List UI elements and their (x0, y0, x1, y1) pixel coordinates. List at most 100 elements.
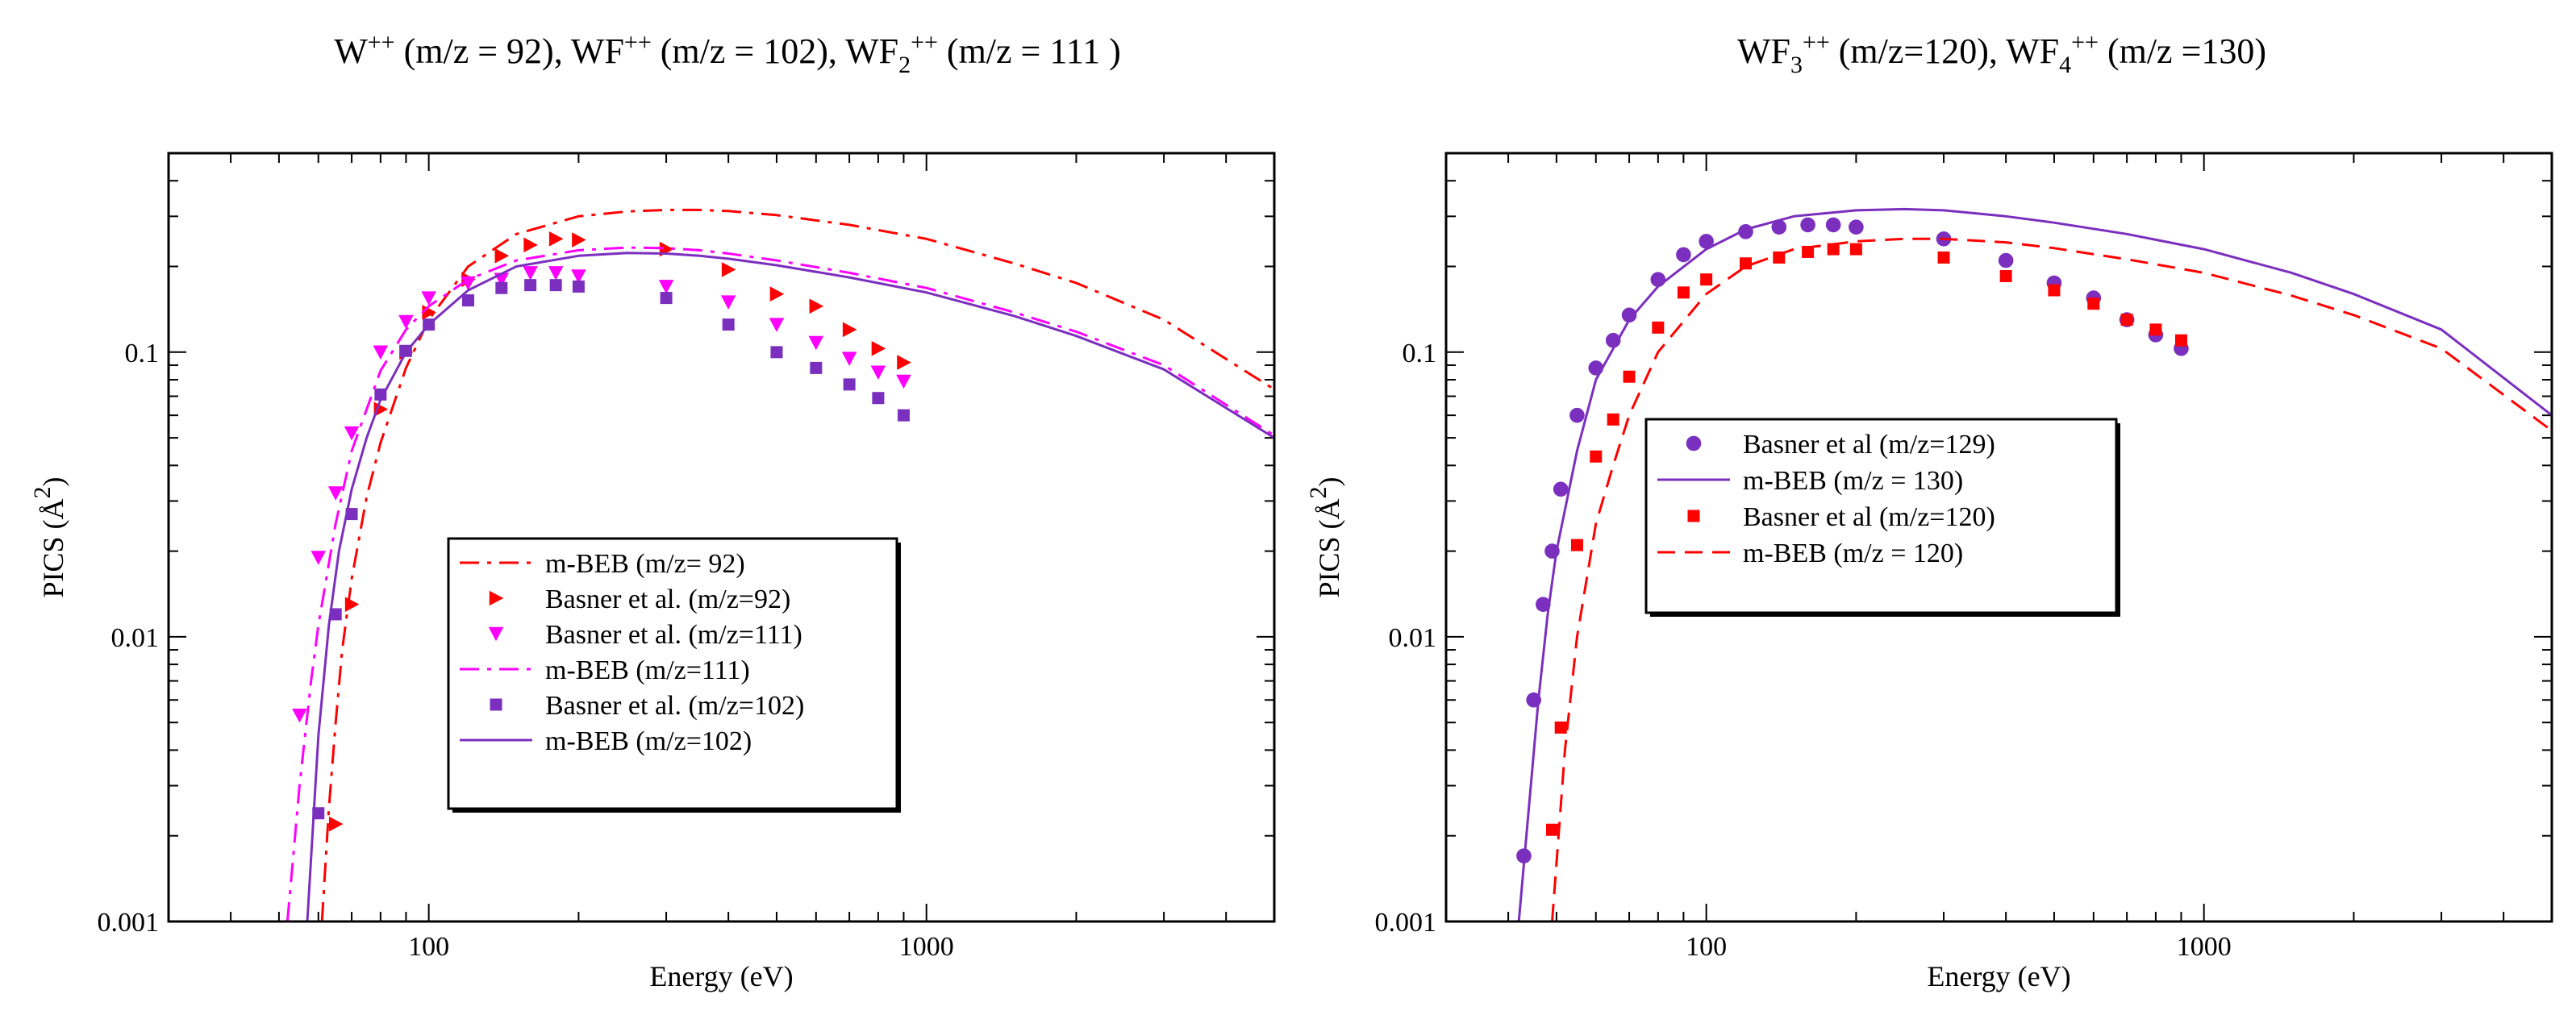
data-point (770, 346, 783, 359)
data-point (2048, 284, 2061, 297)
data-point (1699, 234, 1714, 249)
data-point (523, 237, 538, 253)
series-line-6 (306, 252, 1274, 921)
data-point (1999, 269, 2012, 282)
data-point (292, 709, 307, 723)
y-tick-label: 0.1 (125, 339, 160, 368)
data-point (897, 355, 911, 370)
text-run: 4 (2059, 52, 2071, 78)
data-point (572, 280, 585, 293)
legend: m-BEB (m/z= 92) Basner et al. (m/z=92) Bas… (447, 537, 901, 813)
text-run: PICS ( (1313, 519, 1345, 597)
data-point (769, 318, 785, 332)
data-point (345, 508, 358, 521)
text-run: ++ (624, 29, 652, 56)
data-point (548, 266, 564, 281)
data-point (842, 322, 857, 338)
series-markers-3 (292, 266, 911, 723)
text-run: (m/z = 102), WF (652, 31, 898, 71)
data-point (872, 392, 885, 405)
legend-label: Basner et al (m/z=129) (1743, 430, 1995, 460)
legend-box (1644, 418, 2118, 614)
data-point (1827, 243, 1840, 256)
legend-label: m-BEB (m/z = 130) (1743, 466, 1963, 496)
legend-label: m-BEB (m/z= 92) (545, 549, 745, 579)
legend-swatch (1686, 435, 1702, 451)
legend-label: Basner et al. (m/z=92) (545, 584, 790, 614)
y-axis-label: PICS (Å2) (29, 476, 69, 597)
legend-swatch (490, 698, 502, 711)
text-run: 2 (1305, 486, 1332, 498)
text-run: ++ (368, 29, 395, 56)
data-point (843, 378, 856, 391)
text-run: 2 (898, 52, 911, 78)
x-tick-label: 100 (1686, 932, 1727, 962)
data-point (1677, 286, 1690, 299)
data-point (1700, 273, 1713, 286)
text-run: W (334, 31, 368, 71)
data-point (720, 295, 736, 310)
text-run: ) (1313, 476, 1345, 486)
data-point (2087, 297, 2100, 310)
data-point (461, 276, 476, 291)
axis-ticks (1445, 152, 2553, 922)
data-point (373, 345, 389, 360)
data-point (870, 365, 886, 381)
data-point (571, 269, 586, 284)
data-point (1998, 252, 2014, 268)
text-run: 3 (1790, 52, 1803, 78)
text-run: Å (1313, 498, 1345, 519)
data-point (810, 361, 823, 374)
data-point (1554, 721, 1567, 734)
x-tick-label: 1000 (2177, 932, 2232, 962)
data-point (897, 409, 910, 422)
data-point (462, 294, 475, 307)
data-point (494, 248, 510, 264)
data-point (1676, 247, 1691, 263)
legend: Basner et al (m/z=129) m-BEB (m/z = 130) B… (1644, 418, 2120, 617)
data-point (1849, 243, 1862, 256)
data-point (1621, 307, 1637, 323)
data-point (1800, 217, 1815, 233)
data-point (1825, 217, 1841, 233)
text-run: ++ (2071, 29, 2099, 56)
data-point (1590, 450, 1603, 463)
data-point (808, 335, 824, 351)
data-point (421, 291, 436, 306)
data-point (1740, 257, 1753, 270)
text-run: (m/z = 111 ) (938, 31, 1121, 71)
legend-label: Basner et al. (m/z=102) (545, 691, 804, 721)
data-point (2174, 334, 2187, 347)
y-tick-label: 0.001 (98, 908, 160, 938)
chart-title: W++ (m/z = 92), WF++ (m/z = 102), WF2++ … (334, 29, 1121, 78)
data-point (374, 388, 387, 401)
legend-label: m-BEB (m/z = 120) (1743, 539, 1963, 568)
y-tick-label: 0.01 (1389, 623, 1437, 653)
data-point (328, 816, 344, 832)
x-tick-label: 100 (408, 932, 449, 962)
data-point (2120, 314, 2133, 327)
y-tick-label: 0.01 (111, 623, 160, 653)
legend-label: Basner et al. (m/z=111) (545, 620, 802, 650)
data-point (344, 597, 360, 612)
text-run: ++ (1803, 29, 1830, 56)
plot-area (1516, 207, 2552, 921)
text-run: 2 (29, 486, 56, 498)
series-markers-5 (312, 279, 910, 820)
text-run: ++ (911, 29, 938, 56)
series-line-4 (286, 246, 1274, 921)
chart-panel-1: W++ (m/z = 92), WF++ (m/z = 102), WF2++ … (29, 29, 1276, 992)
data-point (721, 262, 736, 277)
y-axis-label: PICS (Å2) (1305, 476, 1345, 597)
x-axis-label: Energy (eV) (1927, 960, 2070, 992)
data-point (841, 352, 857, 366)
y-tick-label: 0.1 (1403, 339, 1437, 368)
plot-area (286, 208, 1274, 921)
legend-box (447, 537, 898, 810)
data-point (1650, 272, 1666, 287)
data-point (1569, 407, 1585, 423)
chart-panel-2: WF3++ (m/z=120), WF4++ (m/z =130)100 1000… (1305, 29, 2553, 992)
data-point (660, 292, 673, 305)
data-point (809, 298, 824, 314)
